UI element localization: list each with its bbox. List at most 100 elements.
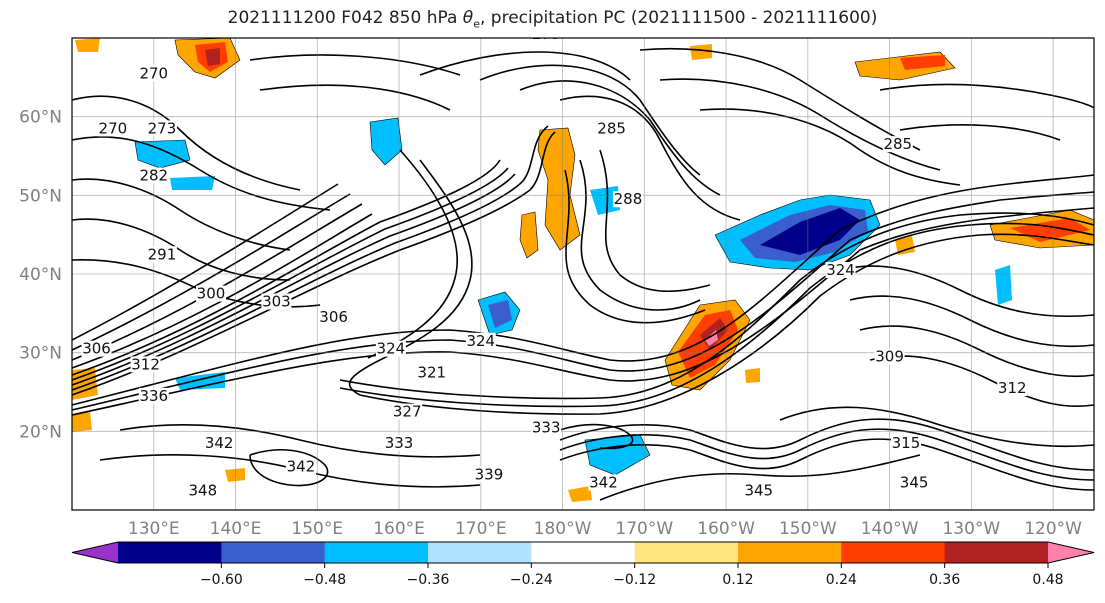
- lon-label: 130°E: [128, 519, 180, 539]
- colorbar-segment: [428, 542, 532, 563]
- contour-label-bg: [318, 309, 349, 326]
- contour-label: 324: [826, 261, 855, 279]
- chart-title: 2021111200 F042 850 hPa θe, precipitatio…: [227, 8, 878, 31]
- colorbar-segment: [221, 542, 326, 563]
- colorbar-segment: [118, 542, 222, 563]
- contour-label: 288: [614, 190, 643, 208]
- contour-label: 306: [319, 308, 348, 326]
- contour-label: 282: [139, 167, 168, 185]
- contour-label-bg: [204, 435, 235, 452]
- contour-label: 303: [262, 292, 291, 310]
- colorbar-tick-label: −0.48: [303, 572, 346, 588]
- contour-label-bg: [473, 466, 504, 483]
- colorbar-tick-label: 0.24: [826, 572, 857, 588]
- contour-label: 339: [475, 466, 504, 484]
- lon-label: 130°W: [942, 519, 1000, 539]
- contour-label: 312: [131, 355, 160, 373]
- contour-label-bg: [81, 340, 112, 357]
- lon-label: 150°E: [291, 519, 343, 539]
- contour-label-bg: [97, 120, 128, 137]
- contour-label: 285: [597, 119, 626, 137]
- colorbar-tick-label: −0.24: [510, 572, 553, 588]
- contour-label: 270: [139, 64, 168, 82]
- contour-label: 327: [393, 403, 422, 421]
- contour-label: 342: [287, 458, 316, 476]
- colorbar-ticks: −0.60 −0.48 −0.36 −0.24 −0.12 0.12 0.24 0.36 0.4…: [200, 563, 1064, 588]
- colorbar-extend-low: [72, 542, 118, 563]
- contour-label-bg: [261, 293, 292, 310]
- lon-label: 140°E: [210, 519, 262, 539]
- contour-label-bg: [384, 435, 415, 452]
- contour-label: 348: [188, 481, 217, 499]
- contour-label: 279: [532, 25, 561, 43]
- contour-labels: 270 273 282 291 300 303 306 324 324 321 312 306 336 3…: [81, 25, 1028, 499]
- contour-label-bg: [825, 262, 856, 278]
- contour-label: 291: [148, 245, 177, 263]
- contour-label: 306: [82, 340, 111, 358]
- colorbar-extend-high: [1048, 542, 1094, 563]
- colorbar-segment: [531, 542, 636, 563]
- colorbar-tick-label: −0.36: [407, 572, 450, 588]
- contour-label: 333: [385, 434, 414, 452]
- contour-label-bg: [392, 403, 423, 420]
- contour-label: 342: [205, 434, 234, 452]
- colorbar-tick-label: −0.12: [613, 572, 656, 588]
- lon-label: 170°E: [455, 519, 507, 539]
- colorbar-segment: [738, 542, 842, 563]
- contour-label-bg: [130, 356, 161, 373]
- contour-label: 324: [466, 332, 495, 350]
- lat-label: 20°N: [19, 422, 62, 442]
- lon-label: 160°E: [373, 519, 425, 539]
- lon-label: 180°W: [534, 519, 592, 539]
- contour-label: 315: [892, 434, 921, 452]
- colorbar-segment: [324, 542, 429, 563]
- colorbar-tick-label: 0.36: [929, 572, 960, 588]
- contour-label-bg: [146, 246, 177, 263]
- lat-label: 60°N: [19, 108, 62, 128]
- lon-label: 140°W: [861, 519, 919, 539]
- contour-label-bg: [612, 191, 643, 208]
- contour-label-bg: [138, 387, 169, 404]
- precipitation-shading: [72, 38, 1094, 502]
- graticule: [72, 38, 1094, 510]
- contour-label-bg: [146, 120, 177, 137]
- contour-label-bg: [890, 435, 921, 452]
- contour-label-bg: [465, 332, 496, 349]
- contour-label: 345: [744, 481, 773, 499]
- lon-label: 160°W: [697, 519, 755, 539]
- contour-label-bg: [899, 474, 930, 491]
- colorbar-segment: [841, 542, 946, 563]
- contour-label-bg: [285, 458, 316, 475]
- contour-label-bg: [882, 136, 913, 153]
- contour-label-bg: [138, 65, 169, 82]
- contour-label-bg: [531, 419, 562, 436]
- lat-label: 40°N: [19, 265, 62, 285]
- colorbar-segment: [634, 542, 739, 563]
- contour-label: 321: [417, 363, 446, 381]
- lat-label: 30°N: [19, 344, 62, 364]
- contour-label: 342: [589, 473, 618, 491]
- colorbar-segment: [944, 542, 1049, 563]
- colorbar-tick-label: −0.60: [200, 572, 243, 588]
- contour-label-bg: [531, 38, 562, 42]
- contour-label-bg: [874, 348, 905, 365]
- lon-label: 120°W: [1024, 519, 1082, 539]
- contour-label-bg: [416, 364, 447, 381]
- contour-label: 300: [197, 285, 226, 303]
- contour-label-bg: [195, 285, 226, 302]
- contour-label: 309: [875, 348, 904, 366]
- colorbar-tick-label: 0.12: [722, 572, 753, 588]
- latitude-labels: 60°N 50°N 40°N 30°N 20°N: [19, 108, 62, 443]
- contour-label-bg: [596, 120, 627, 137]
- lon-label: 150°W: [779, 519, 837, 539]
- contour-label: 285: [883, 135, 912, 153]
- contour-label: 333: [532, 418, 561, 436]
- colorbar-tick-label: 0.48: [1032, 572, 1063, 588]
- colorbar: [71, 541, 1095, 564]
- lon-label: 170°W: [615, 519, 673, 539]
- contour-label: 312: [998, 379, 1027, 397]
- contour-label: 345: [900, 473, 929, 491]
- contour-label-bg: [375, 340, 406, 357]
- contour-label-bg: [187, 482, 218, 499]
